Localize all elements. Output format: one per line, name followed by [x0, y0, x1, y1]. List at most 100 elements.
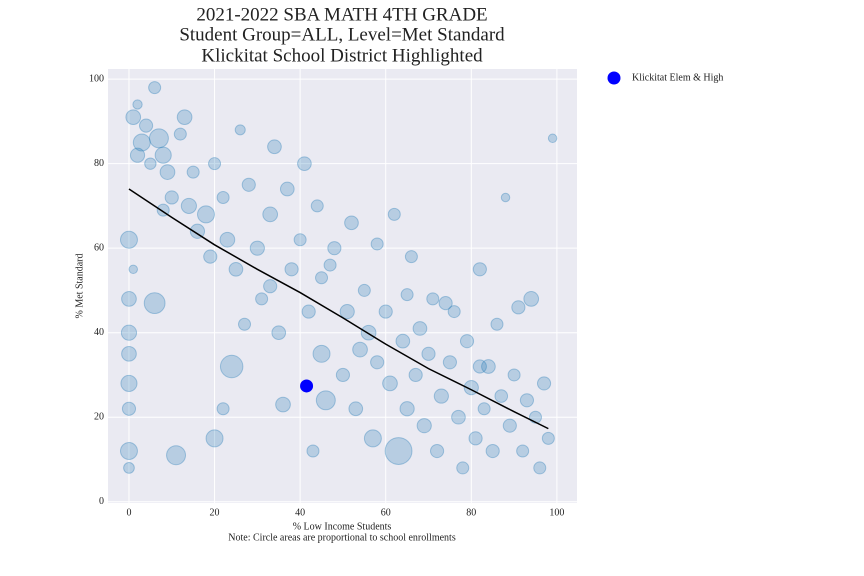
point: [370, 355, 385, 370]
point: [219, 354, 244, 379]
point: [408, 367, 423, 383]
point: [400, 288, 414, 302]
trend-line: [128, 188, 549, 430]
point: [421, 346, 436, 361]
y-tick-label: 60: [94, 242, 104, 253]
highlight-point: [300, 379, 314, 393]
point: [357, 283, 371, 297]
point: [121, 291, 137, 307]
point: [315, 271, 329, 285]
point: [485, 443, 500, 459]
point: [208, 157, 222, 171]
point: [426, 292, 440, 306]
point: [154, 146, 172, 164]
chart-subtitle: Student Group=ALL, Level=Met Standard: [179, 24, 505, 45]
point: [519, 393, 535, 408]
point: [186, 165, 200, 179]
y-tick-label: 100: [89, 73, 104, 84]
point: [148, 81, 162, 95]
point: [541, 431, 555, 445]
note: Note: Circle areas are proportional to s…: [228, 532, 456, 543]
point: [523, 291, 540, 307]
point: [203, 249, 218, 264]
point: [429, 443, 445, 459]
point: [144, 157, 157, 170]
point: [128, 264, 138, 275]
y-axis-label: % Met Standard: [74, 254, 85, 319]
point: [176, 109, 193, 126]
chart-title: 2021-2022 SBA MATH 4TH GRADE: [196, 4, 487, 25]
point: [279, 181, 295, 197]
point: [490, 317, 504, 331]
point: [262, 206, 279, 223]
point: [511, 300, 526, 315]
point: [516, 444, 530, 458]
point: [216, 190, 230, 204]
point: [494, 389, 509, 403]
point: [536, 376, 552, 391]
point: [438, 296, 453, 311]
point: [189, 223, 206, 239]
point: [297, 156, 312, 172]
point: [547, 133, 558, 144]
y-tick-label: 40: [94, 327, 104, 338]
point: [139, 118, 154, 133]
y-tick-label: 0: [99, 496, 104, 507]
point: [404, 250, 418, 264]
point: [335, 367, 351, 383]
point: [459, 334, 475, 349]
x-tick-label: 40: [295, 507, 305, 518]
point: [271, 325, 287, 341]
chart-subtitle: Klickitat School District Highlighted: [201, 45, 483, 66]
point: [451, 409, 466, 425]
point: [255, 292, 269, 306]
point: [228, 261, 244, 277]
point: [159, 164, 176, 180]
point: [119, 230, 138, 249]
point: [387, 207, 401, 221]
point: [267, 139, 282, 155]
point: [310, 199, 324, 213]
point: [241, 177, 256, 192]
legend-label: Klickitat Elem & High: [632, 72, 723, 83]
point: [125, 109, 142, 126]
point: [416, 418, 432, 434]
x-tick-label: 0: [126, 507, 131, 518]
point: [327, 241, 342, 256]
point: [502, 418, 517, 433]
point: [173, 127, 187, 141]
point: [395, 333, 411, 349]
point: [323, 258, 337, 272]
point: [339, 303, 355, 320]
point: [442, 355, 457, 370]
point: [500, 192, 511, 203]
point: [384, 437, 413, 465]
x-tick-label: 20: [210, 507, 220, 518]
point: [132, 133, 151, 152]
point: [481, 359, 496, 374]
point: [433, 388, 449, 404]
point: [507, 368, 521, 382]
point: [382, 375, 398, 392]
point: [533, 461, 547, 475]
point: [216, 402, 230, 416]
point: [121, 401, 137, 416]
point: [370, 237, 384, 251]
point: [132, 99, 143, 110]
point: [120, 374, 138, 392]
point: [472, 359, 487, 374]
point: [123, 462, 135, 474]
point: [119, 442, 138, 461]
point: [312, 344, 331, 363]
point: [360, 324, 377, 341]
point: [352, 341, 368, 358]
point: [528, 410, 542, 424]
point: [129, 147, 146, 163]
x-tick-label: 80: [466, 507, 476, 518]
point: [180, 197, 197, 215]
y-tick-label: 80: [94, 158, 104, 169]
plot-area: [108, 69, 577, 503]
point: [306, 444, 320, 458]
point: [275, 396, 291, 413]
